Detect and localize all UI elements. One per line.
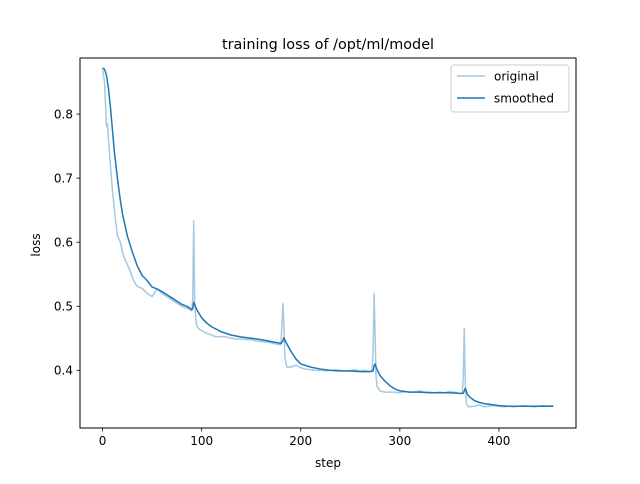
y-tick-label: 0.5 <box>54 300 73 314</box>
x-tick-label: 400 <box>487 434 510 448</box>
y-tick-label: 0.7 <box>54 171 73 185</box>
chart-title: training loss of /opt/ml/model <box>222 37 434 53</box>
y-tick-label: 0.6 <box>54 235 73 249</box>
ticks-layer: 0 100 200 300 400 0.4 0.5 0.6 0.7 0.8 <box>54 107 510 448</box>
legend-label-original: original <box>494 69 539 83</box>
legend: original smoothed <box>450 64 570 113</box>
y-axis-label: loss <box>29 233 43 256</box>
series-line-smoothed <box>102 67 554 407</box>
x-tick-label: 0 <box>99 434 107 448</box>
x-tick-label: 300 <box>388 434 411 448</box>
series-layer <box>101 67 554 408</box>
y-tick-label: 0.4 <box>54 364 73 378</box>
legend-label-smoothed: smoothed <box>494 91 554 105</box>
x-tick-label: 100 <box>190 434 213 448</box>
x-tick-label: 200 <box>289 434 312 448</box>
y-tick-label: 0.8 <box>54 107 73 121</box>
x-axis-label: step <box>315 456 341 470</box>
plot-frame <box>79 57 577 429</box>
